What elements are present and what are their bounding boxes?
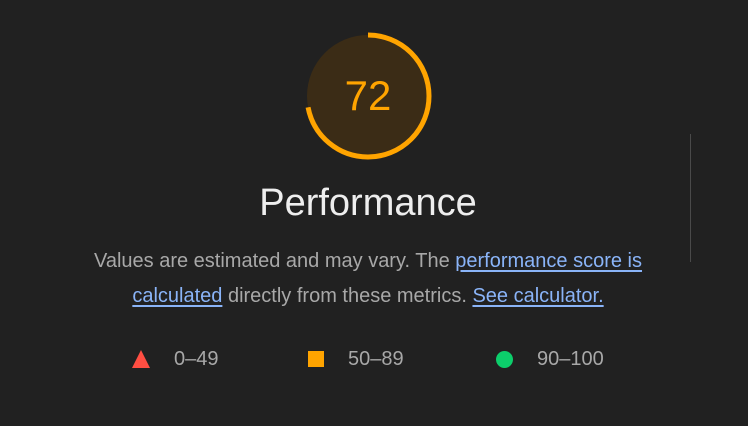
- description-text-middle: directly from these metrics.: [222, 285, 472, 307]
- legend-average-label: 50–89: [348, 348, 404, 371]
- legend-pass-label: 90–100: [537, 348, 604, 371]
- circle-icon: [496, 351, 513, 368]
- performance-score-gauge[interactable]: 72: [304, 32, 432, 160]
- legend-average: 50–89: [308, 345, 404, 373]
- legend-pass: 90–100: [496, 345, 604, 373]
- score-value: 72: [304, 32, 432, 160]
- description-text-before: Values are estimated and may vary. The: [94, 250, 455, 272]
- triangle-icon: [132, 350, 150, 368]
- legend-fail-label: 0–49: [174, 348, 219, 371]
- legend-fail: 0–49: [132, 345, 219, 373]
- category-title: Performance: [0, 182, 736, 225]
- score-description: Values are estimated and may vary. The p…: [84, 244, 652, 314]
- square-icon: [308, 351, 324, 367]
- see-calculator-link[interactable]: See calculator.: [472, 285, 603, 307]
- vertical-divider: [690, 134, 691, 262]
